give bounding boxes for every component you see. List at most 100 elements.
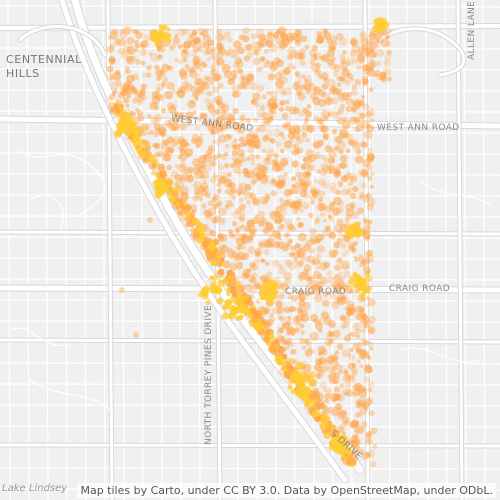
incident-dot: [194, 96, 199, 102]
incident-dot: [327, 78, 336, 88]
incident-dot: [326, 38, 333, 45]
incident-dot: [336, 218, 344, 226]
incident-dot: [260, 167, 266, 173]
incident-dot: [154, 64, 160, 71]
incident-dot: [351, 44, 360, 54]
incident-dot: [296, 216, 301, 221]
incident-dot: [192, 110, 197, 115]
incident-dot: [275, 206, 282, 213]
incident-dot: [235, 127, 242, 134]
incident-dot: [327, 214, 332, 219]
incident-dot: [237, 46, 245, 55]
incident-dot: [206, 102, 214, 110]
incident-dot: [366, 249, 374, 257]
incident-dot: [352, 172, 357, 177]
incident-dot: [140, 94, 147, 101]
incident-dot: [289, 341, 296, 349]
incident-dot: [266, 90, 271, 96]
incident-dot: [301, 309, 308, 317]
minor-street: [425, 0, 429, 500]
incident-dot: [210, 176, 217, 183]
incident-dot: [177, 154, 183, 160]
incident-dot: [243, 225, 251, 232]
incident-dot: [236, 149, 245, 158]
incident-dot: [348, 332, 353, 337]
incident-dot: [143, 33, 151, 41]
incident-dot: [354, 428, 360, 434]
incident-dot: [283, 66, 292, 75]
incident-dot: [131, 55, 137, 61]
incident-dot: [278, 223, 285, 230]
incident-dot: [338, 148, 344, 155]
incident-dot: [340, 76, 346, 82]
incident-dot: [262, 135, 269, 143]
incident-dot: [312, 387, 320, 395]
incident-dot: [328, 86, 337, 95]
incident-dot: [338, 424, 347, 432]
incident-dot: [146, 130, 151, 135]
incident-dot: [327, 112, 333, 118]
incident-dot: [350, 419, 360, 429]
incident-dot: [203, 75, 209, 81]
incident-dot: [330, 158, 336, 164]
incident-dot: [335, 32, 344, 41]
incident-dot: [307, 255, 315, 264]
incident-dot: [210, 68, 218, 76]
incident-dot: [207, 200, 214, 207]
incident-dot: [350, 39, 356, 46]
lake-label: Lake Lindsey: [2, 483, 68, 494]
incident-dot: [251, 139, 261, 149]
incident-dot: [292, 82, 301, 90]
incident-dot: [269, 90, 278, 98]
incident-dot: [263, 157, 272, 166]
incident-dot: [386, 76, 392, 82]
incident-dot: [284, 105, 291, 112]
incident-dot: [319, 276, 328, 285]
incident-dot: [241, 245, 246, 250]
incident-dot: [376, 48, 385, 58]
incident-dot: [318, 203, 327, 211]
incident-dot: [305, 282, 315, 292]
incident-dot: [184, 142, 189, 147]
incident-dot: [166, 164, 172, 171]
incident-dot: [331, 281, 339, 289]
incident-dot: [240, 76, 249, 85]
incident-dot: [368, 57, 375, 64]
incident-dot: [329, 206, 335, 212]
incident-dot: [358, 254, 363, 259]
major-road: [456, 0, 464, 500]
incident-dot: [355, 328, 361, 335]
incident-dot: [345, 374, 352, 381]
incident-dot: [161, 108, 166, 114]
incident-dot: [364, 319, 373, 328]
incident-dot: [145, 65, 151, 71]
incident-dot: [158, 144, 165, 151]
incident-dot: [284, 241, 291, 248]
incident-dot: [347, 186, 353, 193]
incident-dot: [287, 53, 294, 61]
incident-dot: [242, 189, 250, 197]
incident-dot: [373, 73, 378, 78]
incident-dot: [282, 67, 291, 76]
incident-dot: [205, 47, 214, 55]
incident-dot: [299, 179, 306, 186]
incident-dot: [221, 109, 227, 116]
incident-dot: [372, 43, 379, 50]
incident-dot: [182, 28, 190, 36]
incident-dot: [131, 73, 139, 81]
incident-dot: [270, 107, 277, 115]
incident-dot: [178, 153, 187, 162]
incident-dot: [216, 115, 225, 123]
incident-dot: [335, 405, 342, 411]
incident-dot: [282, 123, 288, 129]
incident-dot: [358, 448, 365, 455]
incident-dot: [301, 202, 310, 210]
minor-street: [0, 5, 500, 8]
incident-dot: [307, 154, 316, 163]
incident-dot: [279, 315, 287, 323]
incident-dot: [342, 50, 347, 55]
incident-dot: [301, 345, 307, 350]
incident-dot: [177, 44, 183, 50]
incident-dot: [340, 243, 347, 249]
